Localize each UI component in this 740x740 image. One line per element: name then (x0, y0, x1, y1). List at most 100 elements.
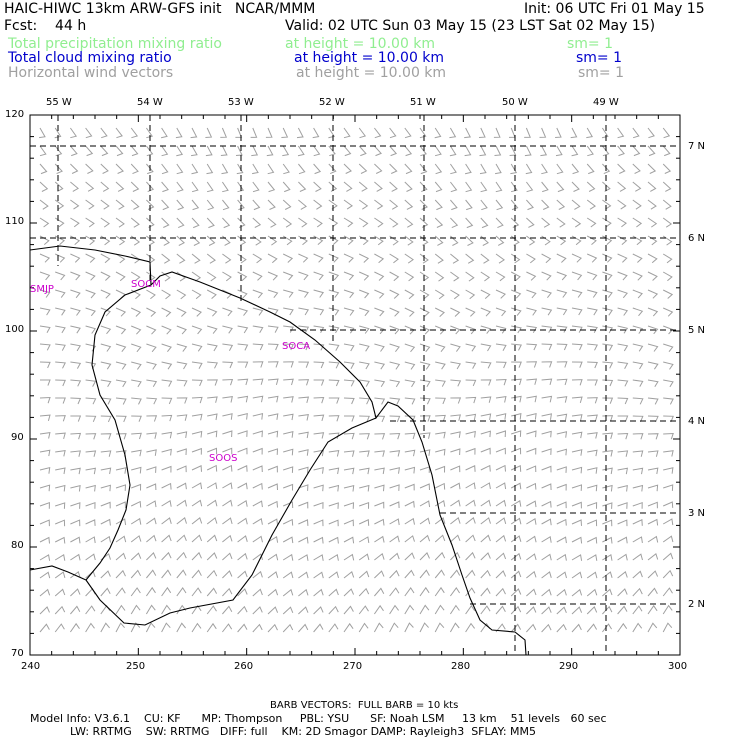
wind-barb (647, 433, 659, 440)
wind-barb (297, 145, 305, 157)
wind-barb (450, 343, 461, 352)
wind-barb (662, 569, 674, 579)
wind-barb (663, 484, 674, 491)
wind-barb (267, 361, 279, 368)
wind-barb (511, 343, 522, 351)
wind-barb (389, 622, 399, 633)
wind-barb (556, 217, 566, 228)
wind-barb (450, 199, 458, 211)
wind-barb (343, 343, 355, 352)
wind-barb (267, 623, 278, 633)
wind-barb (298, 199, 307, 210)
wind-barb (404, 235, 414, 246)
wind-barb (374, 570, 385, 579)
wind-barb (571, 307, 583, 316)
wind-barb (541, 413, 553, 420)
wind-barb (39, 519, 50, 527)
wind-barb (85, 253, 96, 263)
wind-barb (556, 413, 568, 421)
wind-barb (495, 325, 507, 334)
wind-barb (662, 235, 673, 246)
wind-barb (586, 181, 596, 192)
wind-barb (237, 412, 248, 420)
wind-barb (647, 415, 659, 423)
wind-barb (70, 343, 82, 352)
wind-barb (389, 127, 397, 139)
wind-barb (404, 622, 414, 633)
wind-barb (556, 343, 568, 351)
wind-barb (495, 587, 506, 597)
wind-barb (222, 307, 233, 317)
wind-barb (359, 379, 370, 387)
wind-barb (54, 163, 63, 175)
wind-barb (70, 536, 81, 544)
border-guyana-suriname (85, 284, 152, 581)
wind-barb (298, 623, 309, 633)
wind-barb (39, 343, 51, 351)
wind-barb (146, 361, 157, 370)
wind-barb (115, 622, 125, 633)
wind-barb (359, 307, 370, 317)
wind-barb (662, 501, 674, 508)
wind-barb (404, 483, 415, 491)
wind-barb (176, 587, 187, 597)
wind-barb (252, 163, 259, 175)
wind-barb (70, 588, 81, 597)
wind-barb (70, 379, 82, 387)
wind-barb (267, 378, 279, 386)
wind-barb (145, 127, 154, 139)
wind-barb (359, 397, 370, 405)
wind-barb (39, 467, 51, 474)
wind-barb (313, 289, 325, 298)
wind-barb (343, 163, 352, 174)
wind-barb (601, 127, 609, 139)
wind-barb (206, 499, 218, 507)
wind-barb (222, 623, 233, 633)
wind-barb (191, 396, 203, 404)
wind-barb (39, 361, 51, 369)
wind-barb (266, 145, 274, 157)
wind-barb (480, 517, 491, 525)
wind-barb (434, 127, 442, 139)
wind-barb (556, 571, 567, 579)
wind-barb (435, 397, 446, 405)
wind-barb (161, 622, 171, 633)
wind-barb (298, 325, 310, 333)
wind-barb (586, 588, 598, 597)
wind-barb (647, 587, 658, 597)
wind-barb (510, 271, 521, 282)
wind-barb (449, 604, 460, 615)
wind-barb (237, 623, 248, 633)
wind-barb (146, 500, 157, 508)
wind-barb (343, 361, 355, 369)
wind-barb (176, 217, 185, 229)
wind-barb (252, 235, 262, 246)
wind-barb (222, 343, 234, 351)
wind-barb (161, 289, 172, 300)
wind-barb (222, 396, 233, 403)
wind-barb (343, 127, 351, 139)
wind-barb (647, 552, 659, 561)
wind-barb (191, 430, 203, 438)
wind-barb (479, 145, 487, 157)
wind-barb (267, 199, 276, 210)
y-tick-70: 70 (11, 648, 24, 659)
wind-barb (374, 271, 385, 281)
wind-barb (586, 536, 598, 544)
wind-barb (100, 535, 111, 543)
wind-barb (404, 181, 413, 192)
wind-barb (85, 536, 96, 544)
wind-barb (480, 534, 491, 543)
wind-barb (663, 432, 674, 440)
wind-barb (524, 145, 532, 157)
wind-barb (146, 432, 157, 439)
wind-barb (176, 551, 187, 561)
wind-barb (267, 518, 279, 526)
wind-barb (632, 379, 644, 387)
wind-barb (252, 307, 264, 316)
wind-barb (70, 450, 81, 457)
wind-barb (617, 253, 628, 263)
wind-barb (298, 181, 307, 192)
wind-barb (328, 271, 340, 281)
wind-barb (131, 379, 142, 388)
